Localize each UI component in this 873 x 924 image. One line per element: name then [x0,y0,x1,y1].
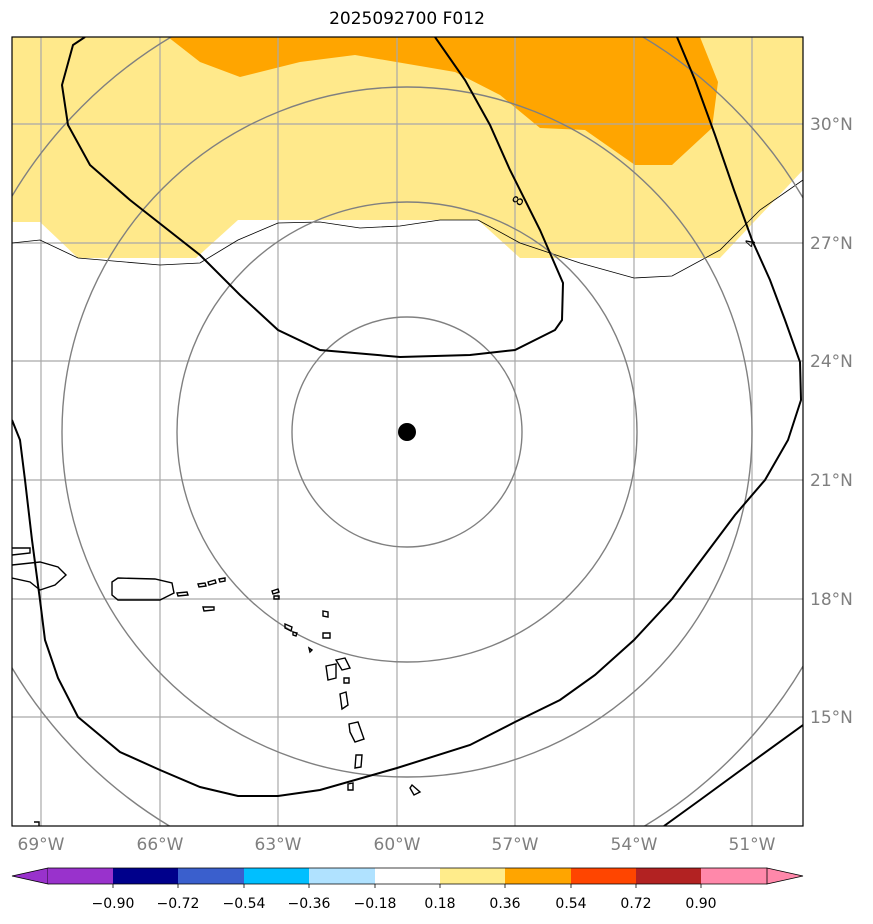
colorbar-label-1: −0.90 [92,896,135,912]
lat-label-27n: 27°N [810,234,853,254]
lat-label-18n: 18°N [810,590,853,610]
lon-label-51w: 51°W [729,835,776,855]
lat-label-15n: 15°N [810,708,853,728]
colorbar-bin-4 [244,868,309,884]
colorbar-bin-6 [375,868,440,884]
lon-label-66w: 66°W [137,835,184,855]
colorbar-label-9: 0.72 [620,896,651,912]
contour-label-2: 4 [743,238,759,249]
colorbar-extend-right [766,867,804,885]
distance-rings [12,37,803,826]
colorbar-bin-11 [701,868,767,884]
storm-center-marker [398,423,416,441]
lon-label-57w: 57°W [492,835,539,855]
colorbar-label-6: 0.18 [424,896,455,912]
coastlines [12,547,422,826]
latitude-labels: 15°N 18°N 21°N 24°N 27°N 30°N [810,115,853,728]
colorbar-extend-left [11,867,49,885]
colorbar-label-4: −0.36 [288,896,331,912]
lon-label-63w: 63°W [255,835,302,855]
colorbar-label-8: 0.54 [555,896,586,912]
colorbar-ticks [112,884,702,888]
colorbar-label-10: 0.90 [685,896,716,912]
contour-lines [12,37,803,826]
colorbar-bin-1 [48,868,113,884]
lon-label-54w: 54°W [611,835,658,855]
colorbar-label-5: −0.18 [354,896,397,912]
map-title: 2025092700 F012 [329,9,485,29]
colorbar-bin-10 [636,868,701,884]
colorbar-bin-3 [178,868,244,884]
longitude-labels: 69°W 66°W 63°W 60°W 57°W 54°W 51°W [18,835,776,855]
colorbar-bin-8 [505,868,571,884]
colorbar-label-3: −0.54 [223,896,266,912]
map-frame [11,36,804,827]
colorbar-bin-9 [571,868,636,884]
lon-label-60w: 60°W [374,835,421,855]
thin-contour [12,179,803,279]
colorbar: −0.90 −0.72 −0.54 −0.36 −0.18 0.18 0.36 … [11,867,804,912]
colorbar-bin-5 [309,868,375,884]
orange-shaded-region [168,37,718,165]
lon-label-69w: 69°W [18,835,65,855]
lat-label-21n: 21°N [810,471,853,491]
colorbar-bin-2 [113,868,178,884]
lat-label-24n: 24°N [810,352,853,372]
colorbar-label-7: 0.36 [489,896,520,912]
colorbar-bin-7 [440,868,505,884]
colorbar-label-2: −0.72 [157,896,200,912]
lat-label-30n: 30°N [810,115,853,135]
map-area: 8 4 [12,37,803,826]
